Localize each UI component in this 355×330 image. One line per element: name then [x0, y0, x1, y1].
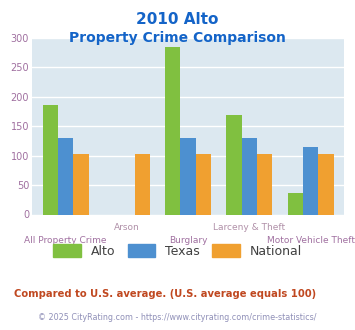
Bar	[135, 154, 150, 214]
Bar	[196, 154, 211, 214]
Text: 2010 Alto: 2010 Alto	[136, 12, 219, 26]
Bar	[226, 115, 242, 214]
Bar	[180, 138, 196, 214]
Text: Property Crime Comparison: Property Crime Comparison	[69, 31, 286, 45]
Bar	[318, 154, 334, 214]
Bar	[303, 148, 318, 214]
Text: Arson: Arson	[114, 223, 140, 232]
Bar	[165, 47, 180, 214]
Bar	[257, 154, 272, 214]
Text: All Property Crime: All Property Crime	[24, 236, 107, 245]
Bar	[288, 193, 303, 215]
Bar	[58, 138, 73, 214]
Bar	[43, 105, 58, 214]
Bar	[73, 154, 89, 214]
Text: © 2025 CityRating.com - https://www.cityrating.com/crime-statistics/: © 2025 CityRating.com - https://www.city…	[38, 314, 317, 322]
Text: Burglary: Burglary	[169, 236, 207, 245]
Text: Motor Vehicle Theft: Motor Vehicle Theft	[267, 236, 355, 245]
Legend: Alto, Texas, National: Alto, Texas, National	[48, 239, 307, 263]
Text: Compared to U.S. average. (U.S. average equals 100): Compared to U.S. average. (U.S. average …	[14, 289, 316, 299]
Text: Larceny & Theft: Larceny & Theft	[213, 223, 285, 232]
Bar	[242, 138, 257, 214]
